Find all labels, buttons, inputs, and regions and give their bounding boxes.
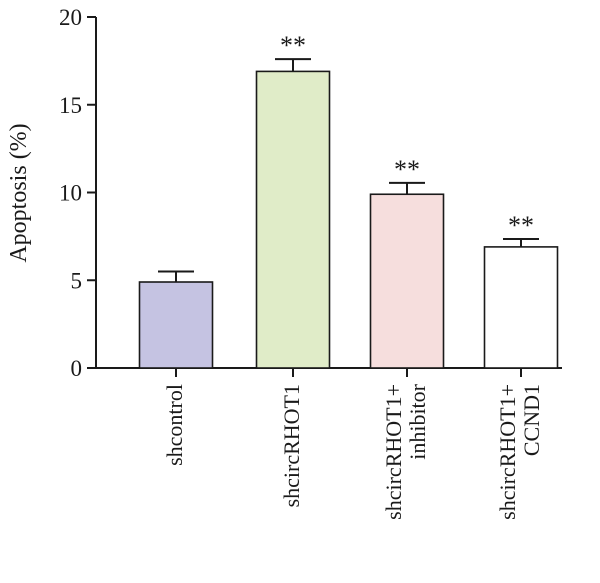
y-tick-label: 10 <box>59 181 82 206</box>
y-tick-label: 0 <box>71 356 83 381</box>
y-tick-label: 5 <box>71 268 83 293</box>
bar <box>255 70 331 369</box>
y-axis-label: Apoptosis (%) <box>6 123 32 262</box>
x-tick-label: inhibitor <box>405 383 430 459</box>
x-tick-label: shcontrol <box>162 384 187 466</box>
x-tick-label: shcircRHOT1+ <box>495 384 520 520</box>
x-tick-label: CCND1 <box>519 384 544 456</box>
x-axis: shcontrol shcircRHOT1 shcircRHOT1+ inhibito… <box>96 367 562 520</box>
significance-label: ** <box>508 211 534 240</box>
significance-label: ** <box>280 31 306 60</box>
y-tick-label: 20 <box>59 5 82 30</box>
x-tick-label: shcircRHOT1+ <box>381 384 406 520</box>
x-tick-label: shcircRHOT1 <box>279 384 304 507</box>
bar <box>369 193 445 369</box>
significance-label: ** <box>394 155 420 184</box>
y-axis: 0 5 10 15 20 <box>59 5 97 381</box>
bar <box>138 281 214 369</box>
bars: ** ** ** <box>138 31 559 369</box>
y-tick-label: 15 <box>59 93 82 118</box>
bar <box>483 246 559 369</box>
